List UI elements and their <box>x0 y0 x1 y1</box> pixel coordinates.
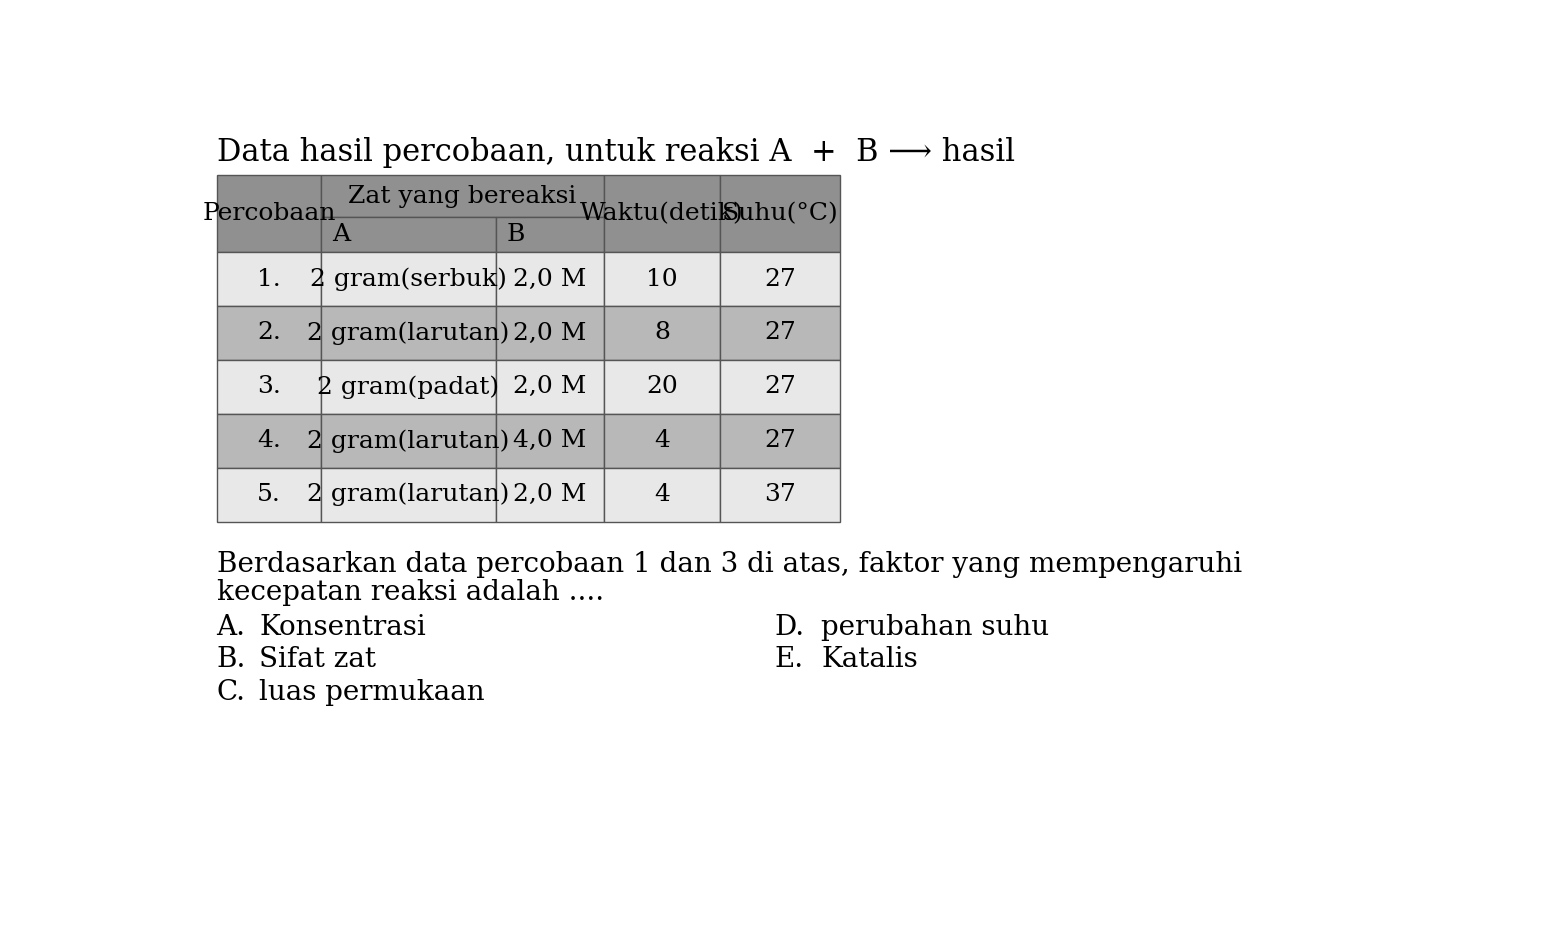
Text: perubahan suhu: perubahan suhu <box>821 614 1049 641</box>
Text: 10: 10 <box>647 268 678 290</box>
Bar <box>721 467 840 521</box>
Bar <box>217 467 322 521</box>
Text: 2.: 2. <box>257 322 282 344</box>
Bar <box>322 413 495 467</box>
Text: Konsentrasi: Konsentrasi <box>260 614 425 641</box>
Bar <box>322 359 495 413</box>
Text: 2 gram(padat): 2 gram(padat) <box>317 376 500 398</box>
Text: Zat yang bereaksi: Zat yang bereaksi <box>348 184 577 208</box>
Bar <box>495 413 605 467</box>
Bar <box>605 306 721 359</box>
Text: 27: 27 <box>764 429 797 452</box>
Text: 1.: 1. <box>257 268 282 290</box>
Text: B.: B. <box>217 646 246 674</box>
Bar <box>721 413 840 467</box>
Text: Percobaan: Percobaan <box>203 202 336 225</box>
Bar <box>217 253 322 306</box>
Text: Waktu(detik): Waktu(detik) <box>580 202 744 225</box>
Bar <box>605 413 721 467</box>
Text: 2 gram(larutan): 2 gram(larutan) <box>308 429 509 452</box>
Text: Data hasil percobaan, untuk reaksi A  +  B ⟶ hasil: Data hasil percobaan, untuk reaksi A + B… <box>217 136 1015 167</box>
Bar <box>217 306 322 359</box>
Text: 2,0 M: 2,0 M <box>514 322 586 344</box>
Text: 2,0 M: 2,0 M <box>514 268 586 290</box>
Bar <box>721 253 840 306</box>
Text: B: B <box>506 223 524 246</box>
Text: 3.: 3. <box>257 376 282 398</box>
Bar <box>495 253 605 306</box>
Text: 2,0 M: 2,0 M <box>514 483 586 506</box>
Text: 37: 37 <box>764 483 797 506</box>
Text: D.: D. <box>775 614 804 641</box>
Text: Sifat zat: Sifat zat <box>260 646 376 674</box>
Bar <box>721 175 840 253</box>
Text: 4,0 M: 4,0 M <box>514 429 586 452</box>
Text: 2 gram(larutan): 2 gram(larutan) <box>308 322 509 344</box>
Bar <box>322 467 495 521</box>
Text: 4: 4 <box>654 483 670 506</box>
Text: Katalis: Katalis <box>821 646 917 674</box>
Text: 27: 27 <box>764 322 797 344</box>
Text: E.: E. <box>775 646 804 674</box>
Text: C.: C. <box>217 678 246 706</box>
Text: 20: 20 <box>647 376 678 398</box>
Text: kecepatan reaksi adalah ....: kecepatan reaksi adalah .... <box>217 579 603 605</box>
Bar <box>495 467 605 521</box>
Text: Berdasarkan data percobaan 1 dan 3 di atas, faktor yang mempengaruhi: Berdasarkan data percobaan 1 dan 3 di at… <box>217 551 1242 578</box>
Bar <box>721 359 840 413</box>
Bar <box>322 253 495 306</box>
Bar <box>605 253 721 306</box>
Bar <box>322 306 495 359</box>
Bar <box>217 359 322 413</box>
Text: Suhu(°C): Suhu(°C) <box>722 202 838 225</box>
Text: 27: 27 <box>764 268 797 290</box>
Text: 4: 4 <box>654 429 670 452</box>
Bar <box>322 218 495 253</box>
Text: A: A <box>333 223 350 246</box>
Bar <box>605 467 721 521</box>
Text: 4.: 4. <box>257 429 282 452</box>
Text: 2 gram(larutan): 2 gram(larutan) <box>308 482 509 506</box>
Text: 5.: 5. <box>257 483 282 506</box>
Bar <box>605 359 721 413</box>
Text: A.: A. <box>217 614 246 641</box>
Text: 2 gram(serbuk): 2 gram(serbuk) <box>309 268 507 290</box>
Bar <box>322 175 605 218</box>
Bar <box>495 359 605 413</box>
Bar <box>495 218 605 253</box>
Text: 2,0 M: 2,0 M <box>514 376 586 398</box>
Bar <box>605 175 721 253</box>
Bar <box>217 413 322 467</box>
Text: luas permukaan: luas permukaan <box>260 678 484 706</box>
Text: 8: 8 <box>654 322 670 344</box>
Bar <box>217 175 322 253</box>
Bar <box>721 306 840 359</box>
Bar <box>495 306 605 359</box>
Text: 27: 27 <box>764 376 797 398</box>
